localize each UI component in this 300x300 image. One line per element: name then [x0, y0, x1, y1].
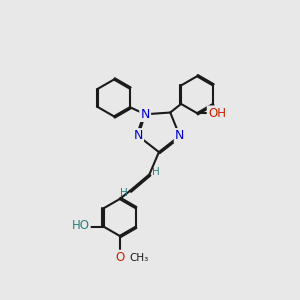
Text: OH: OH: [208, 106, 226, 120]
Text: HO: HO: [71, 219, 89, 232]
Text: H: H: [152, 167, 160, 177]
Text: H: H: [120, 188, 128, 198]
Text: CH₃: CH₃: [129, 253, 148, 262]
Text: N: N: [140, 108, 150, 121]
Text: N: N: [175, 129, 184, 142]
Text: O: O: [115, 251, 124, 264]
Text: N: N: [134, 129, 143, 142]
